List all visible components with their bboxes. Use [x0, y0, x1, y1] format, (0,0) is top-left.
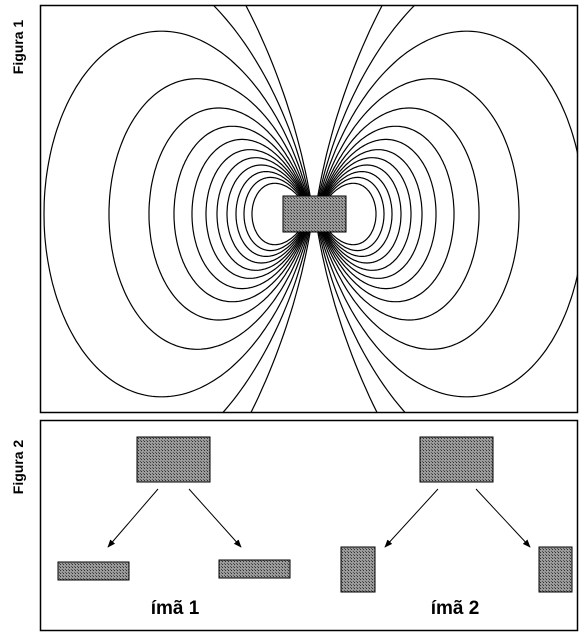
field-line — [315, 125, 455, 303]
magnet-label: ímã 2 — [431, 598, 480, 619]
field-line — [235, 171, 313, 257]
magnet-label: ímã 1 — [151, 598, 200, 619]
magnet-piece — [538, 546, 573, 593]
bar-magnet — [282, 195, 347, 233]
field-line — [148, 107, 313, 321]
arrow — [475, 488, 531, 548]
field-line — [315, 78, 520, 350]
field-line — [315, 107, 480, 321]
field-line — [226, 164, 313, 264]
field-line — [213, 6, 313, 412]
field-line — [315, 182, 377, 246]
figure1-frame — [39, 4, 579, 414]
field-line — [205, 149, 313, 279]
magnet-whole — [136, 436, 211, 483]
field-line — [191, 138, 313, 290]
magnet-whole — [419, 436, 494, 483]
magnet-piece — [218, 559, 291, 579]
field-line — [315, 6, 415, 412]
magnet-piece — [340, 546, 376, 593]
field-line — [251, 182, 313, 246]
field-line — [243, 176, 313, 252]
field-line — [315, 164, 402, 264]
field-line — [216, 157, 313, 271]
field-line — [43, 30, 313, 398]
field-line — [315, 30, 577, 398]
figure2-frame — [39, 419, 579, 632]
field-line — [173, 125, 313, 303]
magnet1-group — [57, 436, 291, 581]
field-line — [315, 138, 437, 290]
field-line — [315, 149, 423, 279]
arrow — [384, 488, 439, 548]
figure1-label: Figura 1 — [10, 20, 26, 75]
field-line — [108, 78, 313, 350]
field-line — [315, 157, 412, 271]
field-line — [315, 6, 383, 412]
field-line — [315, 171, 393, 257]
arrow — [188, 488, 242, 548]
figure2-label: Figura 2 — [10, 440, 26, 495]
magnet-piece — [57, 561, 130, 581]
magnet2-group — [340, 436, 573, 593]
arrow — [107, 488, 159, 548]
field-line — [315, 176, 385, 252]
